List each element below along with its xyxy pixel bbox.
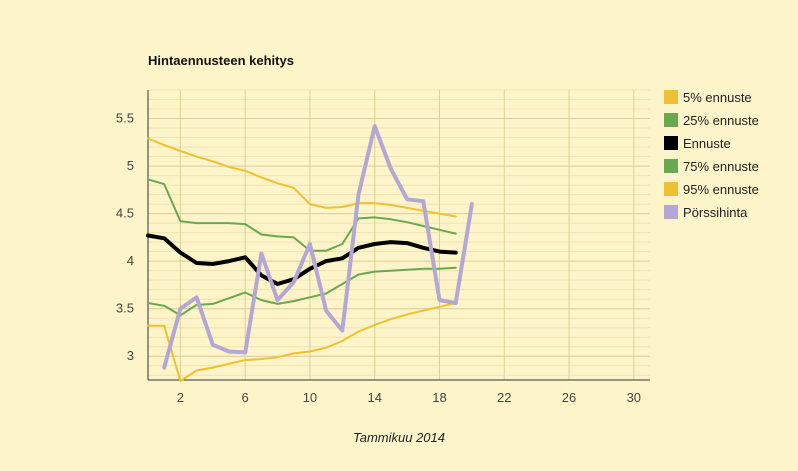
legend-label: 25% ennuste <box>683 113 759 128</box>
x-tick-label: 2 <box>177 390 184 405</box>
y-tick-label: 5.5 <box>116 111 134 126</box>
series-line-6 <box>162 124 474 370</box>
series-line-3 <box>146 233 458 286</box>
x-tick-label: 10 <box>303 390 317 405</box>
y-tick-label: 5 <box>127 158 134 173</box>
legend-swatch <box>664 159 678 173</box>
legend-item-6[interactable]: Pörssihinta <box>664 205 748 220</box>
legend-swatch <box>664 182 678 196</box>
series-lines <box>146 124 474 382</box>
legend-label: Ennuste <box>683 136 731 151</box>
legend-item-2[interactable]: 25% ennuste <box>664 113 759 128</box>
y-tick-label: 3 <box>127 348 134 363</box>
legend-label: 95% ennuste <box>683 182 759 197</box>
legend-swatch <box>664 205 678 219</box>
legend-item-1[interactable]: 5% ennuste <box>664 90 752 105</box>
legend-swatch <box>664 136 678 150</box>
legend-swatch <box>664 113 678 127</box>
series-line-4 <box>147 178 457 252</box>
y-tick-label: 4 <box>127 253 134 268</box>
x-axis-label: Tammikuu 2014 <box>353 430 445 445</box>
grid <box>148 89 650 380</box>
tick-labels: 33.544.555.52 6 10 14 18 22 26 30 <box>116 111 641 405</box>
legend-label: 5% ennuste <box>683 90 752 105</box>
legend-item-3[interactable]: Ennuste <box>664 136 731 151</box>
legend-swatch <box>664 90 678 104</box>
x-tick-label: 30 <box>627 390 641 405</box>
y-tick-label: 4.5 <box>116 206 134 221</box>
y-tick-label: 3.5 <box>116 301 134 316</box>
legend-item-4[interactable]: 75% ennuste <box>664 159 759 174</box>
series-line-1 <box>147 302 457 382</box>
chart-title: Hintaennusteen kehitys <box>148 53 294 68</box>
x-tick-label: 26 <box>562 390 576 405</box>
legend-label: 75% ennuste <box>683 159 759 174</box>
legend[interactable]: 5% ennuste 25% ennuste Ennuste 75% ennuste 9… <box>664 90 759 220</box>
x-tick-label: 22 <box>497 390 511 405</box>
legend-label: Pörssihinta <box>683 205 748 220</box>
series-line-5 <box>147 137 457 218</box>
x-tick-label: 18 <box>432 390 446 405</box>
legend-item-5[interactable]: 95% ennuste <box>664 182 759 197</box>
x-tick-label: 6 <box>242 390 249 405</box>
x-tick-label: 14 <box>367 390 381 405</box>
